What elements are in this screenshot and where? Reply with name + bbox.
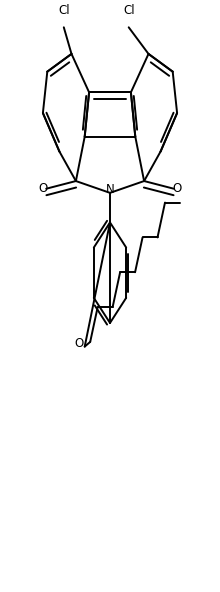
Text: Cl: Cl: [123, 4, 134, 17]
Text: Cl: Cl: [58, 4, 70, 17]
Text: N: N: [106, 184, 114, 197]
Text: O: O: [38, 182, 48, 195]
Text: O: O: [172, 182, 182, 195]
Text: O: O: [75, 337, 84, 350]
